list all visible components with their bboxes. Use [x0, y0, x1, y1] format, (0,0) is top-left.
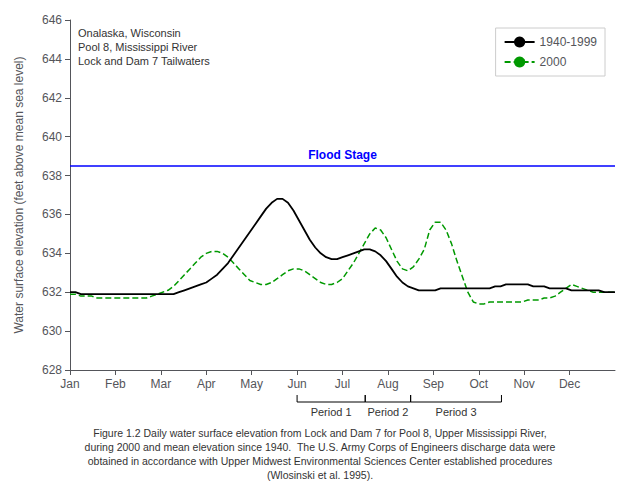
svg-text:Aug: Aug	[377, 377, 398, 391]
svg-text:630: 630	[42, 324, 62, 338]
svg-text:Onalaska, Wisconsin: Onalaska, Wisconsin	[78, 27, 181, 39]
svg-text:May: May	[240, 377, 263, 391]
svg-text:628: 628	[42, 363, 62, 377]
svg-text:Lock and Dam 7 Tailwaters: Lock and Dam 7 Tailwaters	[78, 55, 210, 67]
svg-text:Pool 8, Mississippi River: Pool 8, Mississippi River	[78, 41, 198, 53]
svg-text:644: 644	[42, 52, 62, 66]
svg-text:646: 646	[42, 13, 62, 27]
svg-text:638: 638	[42, 169, 62, 183]
svg-text:640: 640	[42, 130, 62, 144]
svg-text:Jul: Jul	[335, 377, 350, 391]
svg-text:Sep: Sep	[423, 377, 445, 391]
svg-text:(Wlosinski et al. 1995).: (Wlosinski et al. 1995).	[267, 469, 373, 481]
svg-text:obtained in accordance with Up: obtained in accordance with Upper Midwes…	[88, 455, 553, 467]
svg-text:Jun: Jun	[287, 377, 306, 391]
svg-text:Jan: Jan	[60, 377, 79, 391]
svg-text:Nov: Nov	[513, 377, 534, 391]
svg-text:Period 1: Period 1	[311, 406, 352, 418]
svg-text:Period 2: Period 2	[367, 406, 408, 418]
svg-text:Period 3: Period 3	[436, 406, 477, 418]
svg-text:632: 632	[42, 285, 62, 299]
svg-text:Dec: Dec	[559, 377, 580, 391]
svg-text:Oct: Oct	[469, 377, 488, 391]
svg-text:Flood Stage: Flood Stage	[308, 148, 377, 162]
svg-text:2000: 2000	[540, 55, 567, 69]
svg-text:Figure 1.2 Daily water surface: Figure 1.2 Daily water surface elevation…	[93, 427, 546, 439]
svg-text:Feb: Feb	[105, 377, 126, 391]
svg-text:Water surface elevation (feet: Water surface elevation (feet above mean…	[12, 56, 26, 333]
svg-text:Apr: Apr	[197, 377, 216, 391]
svg-text:634: 634	[42, 246, 62, 260]
svg-text:1940-1999: 1940-1999	[540, 35, 598, 49]
svg-text:642: 642	[42, 91, 62, 105]
svg-text:Mar: Mar	[150, 377, 171, 391]
svg-text:636: 636	[42, 207, 62, 221]
svg-text:during 2000 and mean elevation: during 2000 and mean elevation since 194…	[85, 441, 556, 453]
